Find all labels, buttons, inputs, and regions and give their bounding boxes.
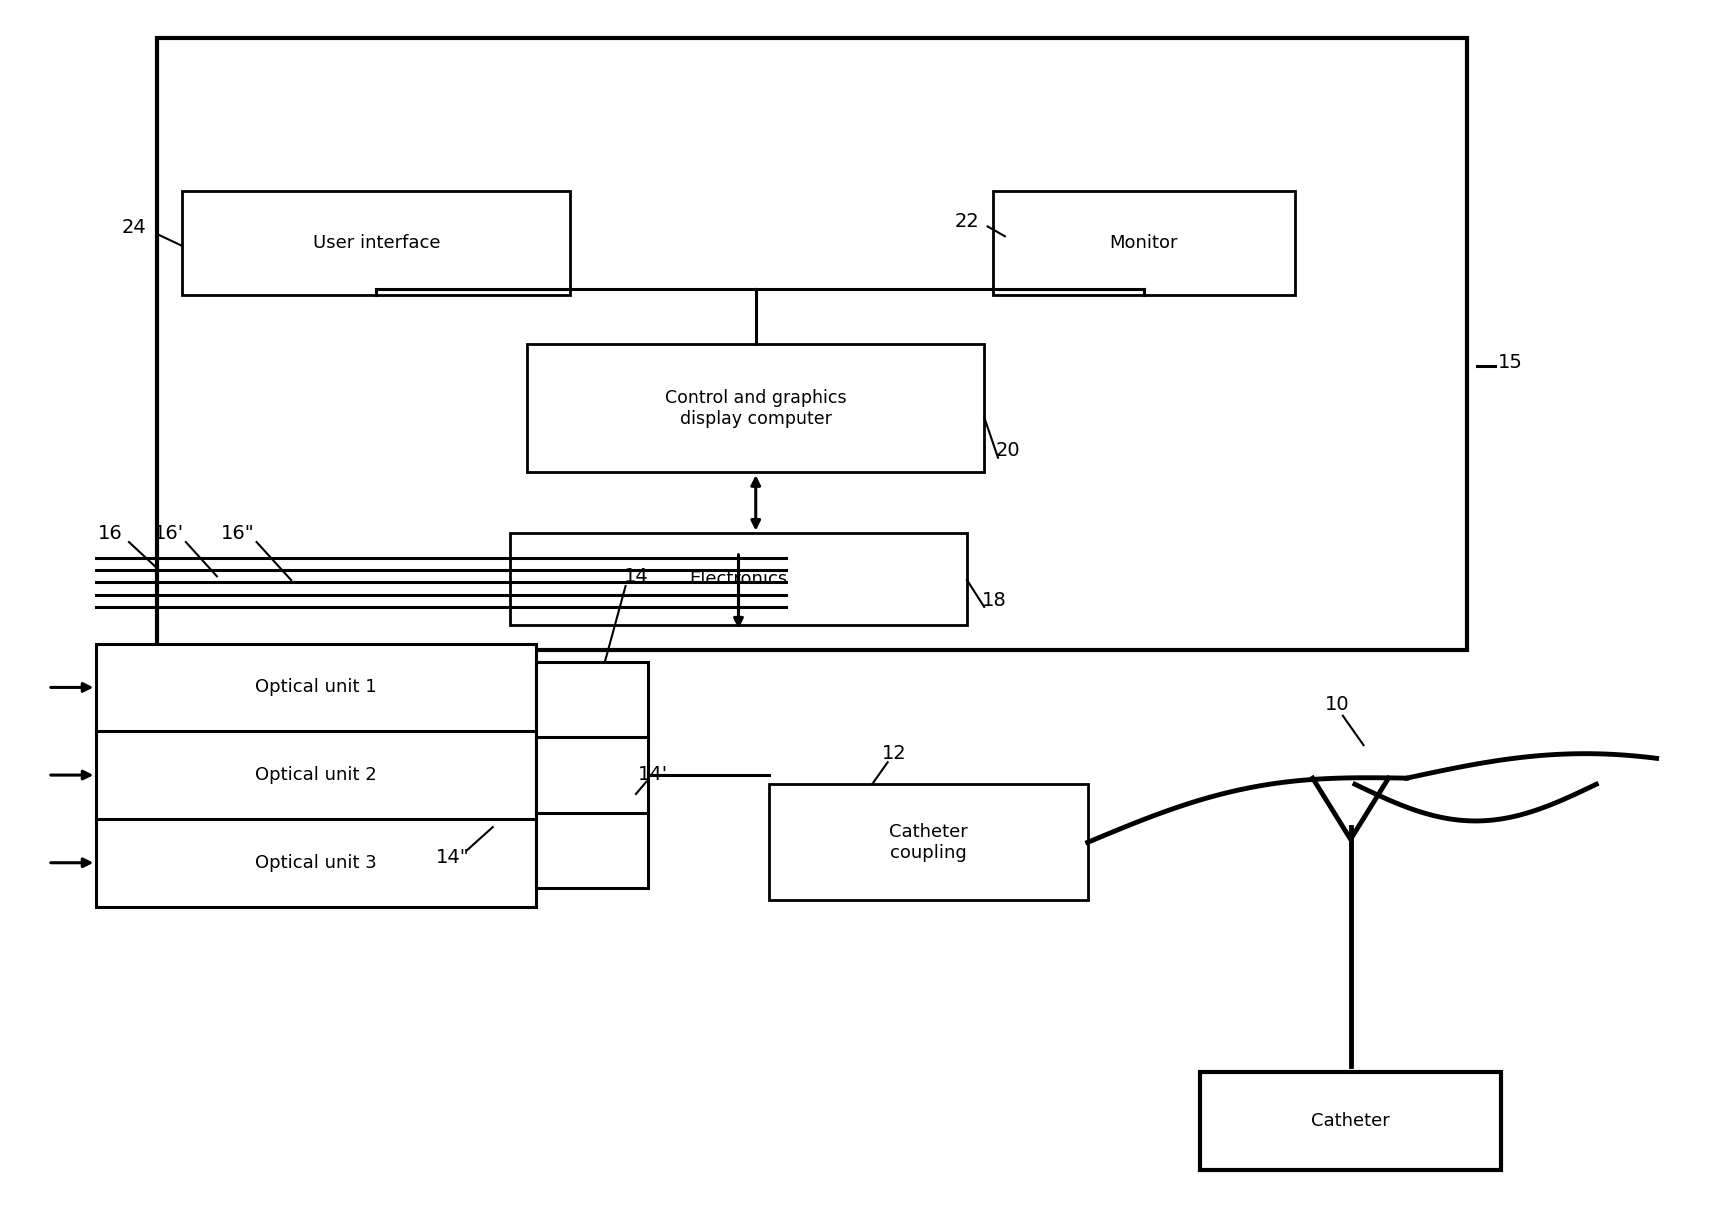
Bar <box>509 533 967 625</box>
Bar <box>535 662 648 888</box>
Text: 10: 10 <box>1325 695 1351 715</box>
Text: 20: 20 <box>996 441 1021 460</box>
Text: 12: 12 <box>882 744 907 763</box>
Text: User interface: User interface <box>313 234 440 253</box>
Bar <box>993 191 1295 295</box>
Bar <box>97 644 535 906</box>
Text: Control and graphics
display computer: Control and graphics display computer <box>665 389 846 428</box>
Text: 14: 14 <box>623 566 648 586</box>
Text: 15: 15 <box>1497 353 1523 371</box>
Bar <box>527 343 984 472</box>
Text: 24: 24 <box>123 218 147 237</box>
Text: Optical unit 1: Optical unit 1 <box>256 678 376 696</box>
Text: 16": 16" <box>221 524 254 543</box>
Text: 16: 16 <box>98 524 123 543</box>
Text: 18: 18 <box>983 591 1007 611</box>
Text: 22: 22 <box>955 212 979 230</box>
Text: 14': 14' <box>637 765 668 783</box>
Bar <box>183 191 570 295</box>
Bar <box>1200 1072 1501 1170</box>
Text: Catheter
coupling: Catheter coupling <box>889 823 967 862</box>
Text: Optical unit 3: Optical unit 3 <box>256 853 376 872</box>
Bar <box>769 785 1088 900</box>
Text: 16': 16' <box>154 524 183 543</box>
Text: 14": 14" <box>437 848 470 867</box>
Bar <box>157 38 1466 650</box>
Text: Optical unit 2: Optical unit 2 <box>256 766 376 785</box>
Text: Monitor: Monitor <box>1109 234 1178 253</box>
Text: Catheter: Catheter <box>1311 1112 1390 1129</box>
Text: Electronics: Electronics <box>689 570 788 588</box>
